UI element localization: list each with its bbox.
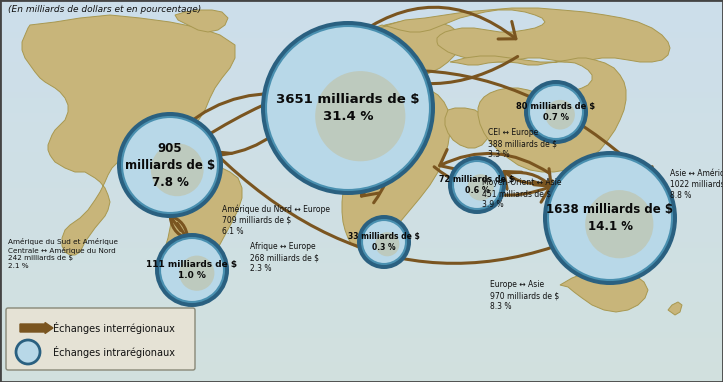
Circle shape	[179, 256, 215, 291]
Polygon shape	[175, 10, 228, 32]
Polygon shape	[668, 302, 682, 315]
Text: Amérique du Sud et Amérique
Centrale ↔ Amérique du Nord
242 milliards de $
2.1 %: Amérique du Sud et Amérique Centrale ↔ A…	[8, 238, 118, 269]
FancyArrowPatch shape	[373, 106, 392, 203]
Circle shape	[266, 26, 430, 190]
FancyArrowPatch shape	[353, 57, 518, 84]
FancyArrowPatch shape	[200, 117, 293, 167]
Circle shape	[543, 151, 677, 285]
Polygon shape	[445, 108, 490, 148]
Text: 33 milliards de $
0.3 %: 33 milliards de $ 0.3 %	[348, 231, 420, 253]
Polygon shape	[368, 8, 670, 62]
Polygon shape	[560, 270, 648, 312]
FancyArrowPatch shape	[170, 209, 188, 239]
Circle shape	[315, 71, 406, 161]
FancyBboxPatch shape	[6, 308, 195, 370]
FancyArrowPatch shape	[214, 152, 658, 263]
Text: CEI ↔ Europe
388 milliards de $
3.3 %: CEI ↔ Europe 388 milliards de $ 3.3 %	[488, 128, 557, 159]
Text: 905
milliards de $
7.8 %: 905 milliards de $ 7.8 %	[125, 141, 215, 188]
Circle shape	[151, 143, 204, 196]
Circle shape	[261, 21, 435, 195]
Circle shape	[117, 112, 223, 218]
FancyArrowPatch shape	[440, 149, 549, 173]
Text: 80 milliards de $
0.7 %: 80 milliards de $ 0.7 %	[516, 102, 596, 122]
Text: 72 milliards de $
0.6 %: 72 milliards de $ 0.6 %	[440, 175, 515, 196]
Circle shape	[362, 220, 406, 264]
Circle shape	[16, 340, 40, 364]
Text: 111 milliards de $
1.0 %: 111 milliards de $ 1.0 %	[147, 260, 238, 280]
FancyArrowPatch shape	[350, 7, 516, 40]
FancyArrowPatch shape	[170, 213, 187, 244]
Text: Échanges interrégionaux: Échanges interrégionaux	[53, 322, 175, 334]
Circle shape	[357, 215, 411, 269]
Circle shape	[524, 80, 588, 144]
FancyArrowPatch shape	[504, 172, 552, 189]
Polygon shape	[22, 15, 235, 255]
Polygon shape	[160, 168, 242, 298]
Circle shape	[155, 233, 229, 307]
Circle shape	[375, 232, 399, 256]
FancyArrowPatch shape	[502, 169, 551, 186]
Text: Échanges intrarégionaux: Échanges intrarégionaux	[53, 346, 175, 358]
Polygon shape	[342, 88, 450, 248]
Circle shape	[122, 117, 218, 213]
Text: 1638 milliards de $
14.1 %: 1638 milliards de $ 14.1 %	[547, 203, 674, 233]
Polygon shape	[450, 56, 626, 172]
Text: Afrique ↔ Europe
268 milliards de $
2.3 %: Afrique ↔ Europe 268 milliards de $ 2.3 …	[250, 242, 319, 273]
Polygon shape	[362, 20, 462, 90]
Text: Amérique du Nord ↔ Europe
709 milliards de $
6.1 %: Amérique du Nord ↔ Europe 709 milliards …	[222, 204, 330, 236]
Circle shape	[467, 174, 494, 201]
Text: Moyen-Orient ↔ Asie
451 milliards de $
3.9 %: Moyen-Orient ↔ Asie 451 milliards de $ 3…	[482, 178, 562, 209]
FancyArrowPatch shape	[202, 71, 654, 185]
FancyArrowPatch shape	[434, 167, 550, 202]
Polygon shape	[188, 128, 210, 172]
Circle shape	[160, 238, 224, 302]
Circle shape	[545, 100, 575, 129]
Circle shape	[529, 85, 583, 139]
FancyArrowPatch shape	[362, 102, 382, 196]
Text: Asie ↔ Amérique du Nord
1022 milliards de $
8.8 %: Asie ↔ Amérique du Nord 1022 milliards d…	[670, 168, 723, 200]
FancyArrowPatch shape	[172, 82, 290, 138]
Circle shape	[548, 156, 672, 280]
Circle shape	[453, 161, 501, 209]
Circle shape	[448, 156, 506, 214]
Circle shape	[585, 190, 654, 258]
Text: (En milliards de dollars et en pourcentage): (En milliards de dollars et en pourcenta…	[8, 5, 201, 14]
Text: 3651 milliards de $
31.4 %: 3651 milliards de $ 31.4 %	[276, 93, 420, 123]
FancyArrow shape	[20, 322, 53, 333]
Text: Europe ↔ Asie
970 milliards de $
8.3 %: Europe ↔ Asie 970 milliards de $ 8.3 %	[490, 280, 560, 311]
